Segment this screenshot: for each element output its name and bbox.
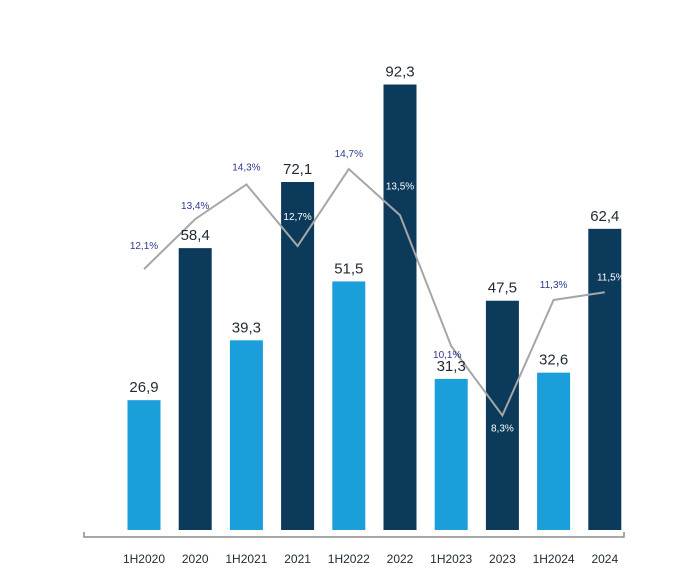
- margin-line: [143, 167, 605, 418]
- bar-2024: [588, 228, 622, 530]
- bar-value-label: 72,1: [283, 161, 312, 178]
- bar-1h2023: [434, 378, 468, 530]
- x-tick-label: 1H2024: [533, 552, 575, 566]
- x-axis-line: [83, 532, 625, 538]
- bar-value-label: 92,3: [385, 64, 414, 81]
- margin-pct-label: 12,7%: [283, 212, 311, 223]
- x-tick-label: 2024: [591, 552, 618, 566]
- bar-1h2021: [229, 340, 263, 530]
- bar-value-label: 26,9: [129, 379, 158, 396]
- bar-value-label: 39,3: [232, 319, 261, 336]
- x-tick-label: 1H2023: [430, 552, 472, 566]
- bar-value-label: 32,6: [539, 352, 568, 369]
- bar-2022: [383, 84, 417, 531]
- x-tick-label: 2021: [284, 552, 311, 566]
- x-tick-label: 1H2022: [328, 552, 370, 566]
- x-tick-label: 2020: [182, 552, 209, 566]
- x-tick-label: 2022: [387, 552, 414, 566]
- margin-pct-label: 12,1%: [130, 241, 158, 252]
- bar-2021: [281, 182, 315, 531]
- labels-group: 26,9 58,4 39,3 72,1 51,5 92,3 31,3 47,5 32,6 62,4…: [129, 64, 624, 435]
- margin-pct-label: 13,5%: [386, 181, 414, 192]
- bars-group: [127, 84, 622, 531]
- bar-1h2022: [332, 281, 366, 530]
- x-axis: 1H2020 2020 1H2021 2021 1H2022 2022 1H2023 2023…: [83, 532, 625, 566]
- margin-pct-label: 14,3%: [232, 162, 260, 173]
- margin-pct-label: 10,1%: [433, 350, 461, 361]
- bar-value-label: 62,4: [590, 208, 619, 225]
- x-tick-label: 2023: [489, 552, 516, 566]
- bar-1h2020: [127, 400, 161, 530]
- margin-line-group: [143, 167, 605, 418]
- margin-pct-label: 14,7%: [335, 149, 363, 160]
- x-tick-label: 1H2021: [225, 552, 267, 566]
- margin-pct-label: 11,3%: [540, 280, 568, 291]
- bar-value-label: 47,5: [488, 280, 517, 297]
- margin-pct-label: 13,4%: [181, 201, 209, 212]
- bar-value-label: 31,3: [437, 358, 466, 375]
- bar-value-label: 58,4: [181, 227, 210, 244]
- bar-value-label: 51,5: [334, 260, 363, 277]
- bar-2020: [178, 248, 212, 531]
- x-tick-label: 1H2020: [123, 552, 165, 566]
- margin-pct-label: 8,3%: [491, 423, 514, 434]
- bar-1h2024: [537, 372, 571, 530]
- margin-pct-label: 11,5%: [597, 272, 625, 283]
